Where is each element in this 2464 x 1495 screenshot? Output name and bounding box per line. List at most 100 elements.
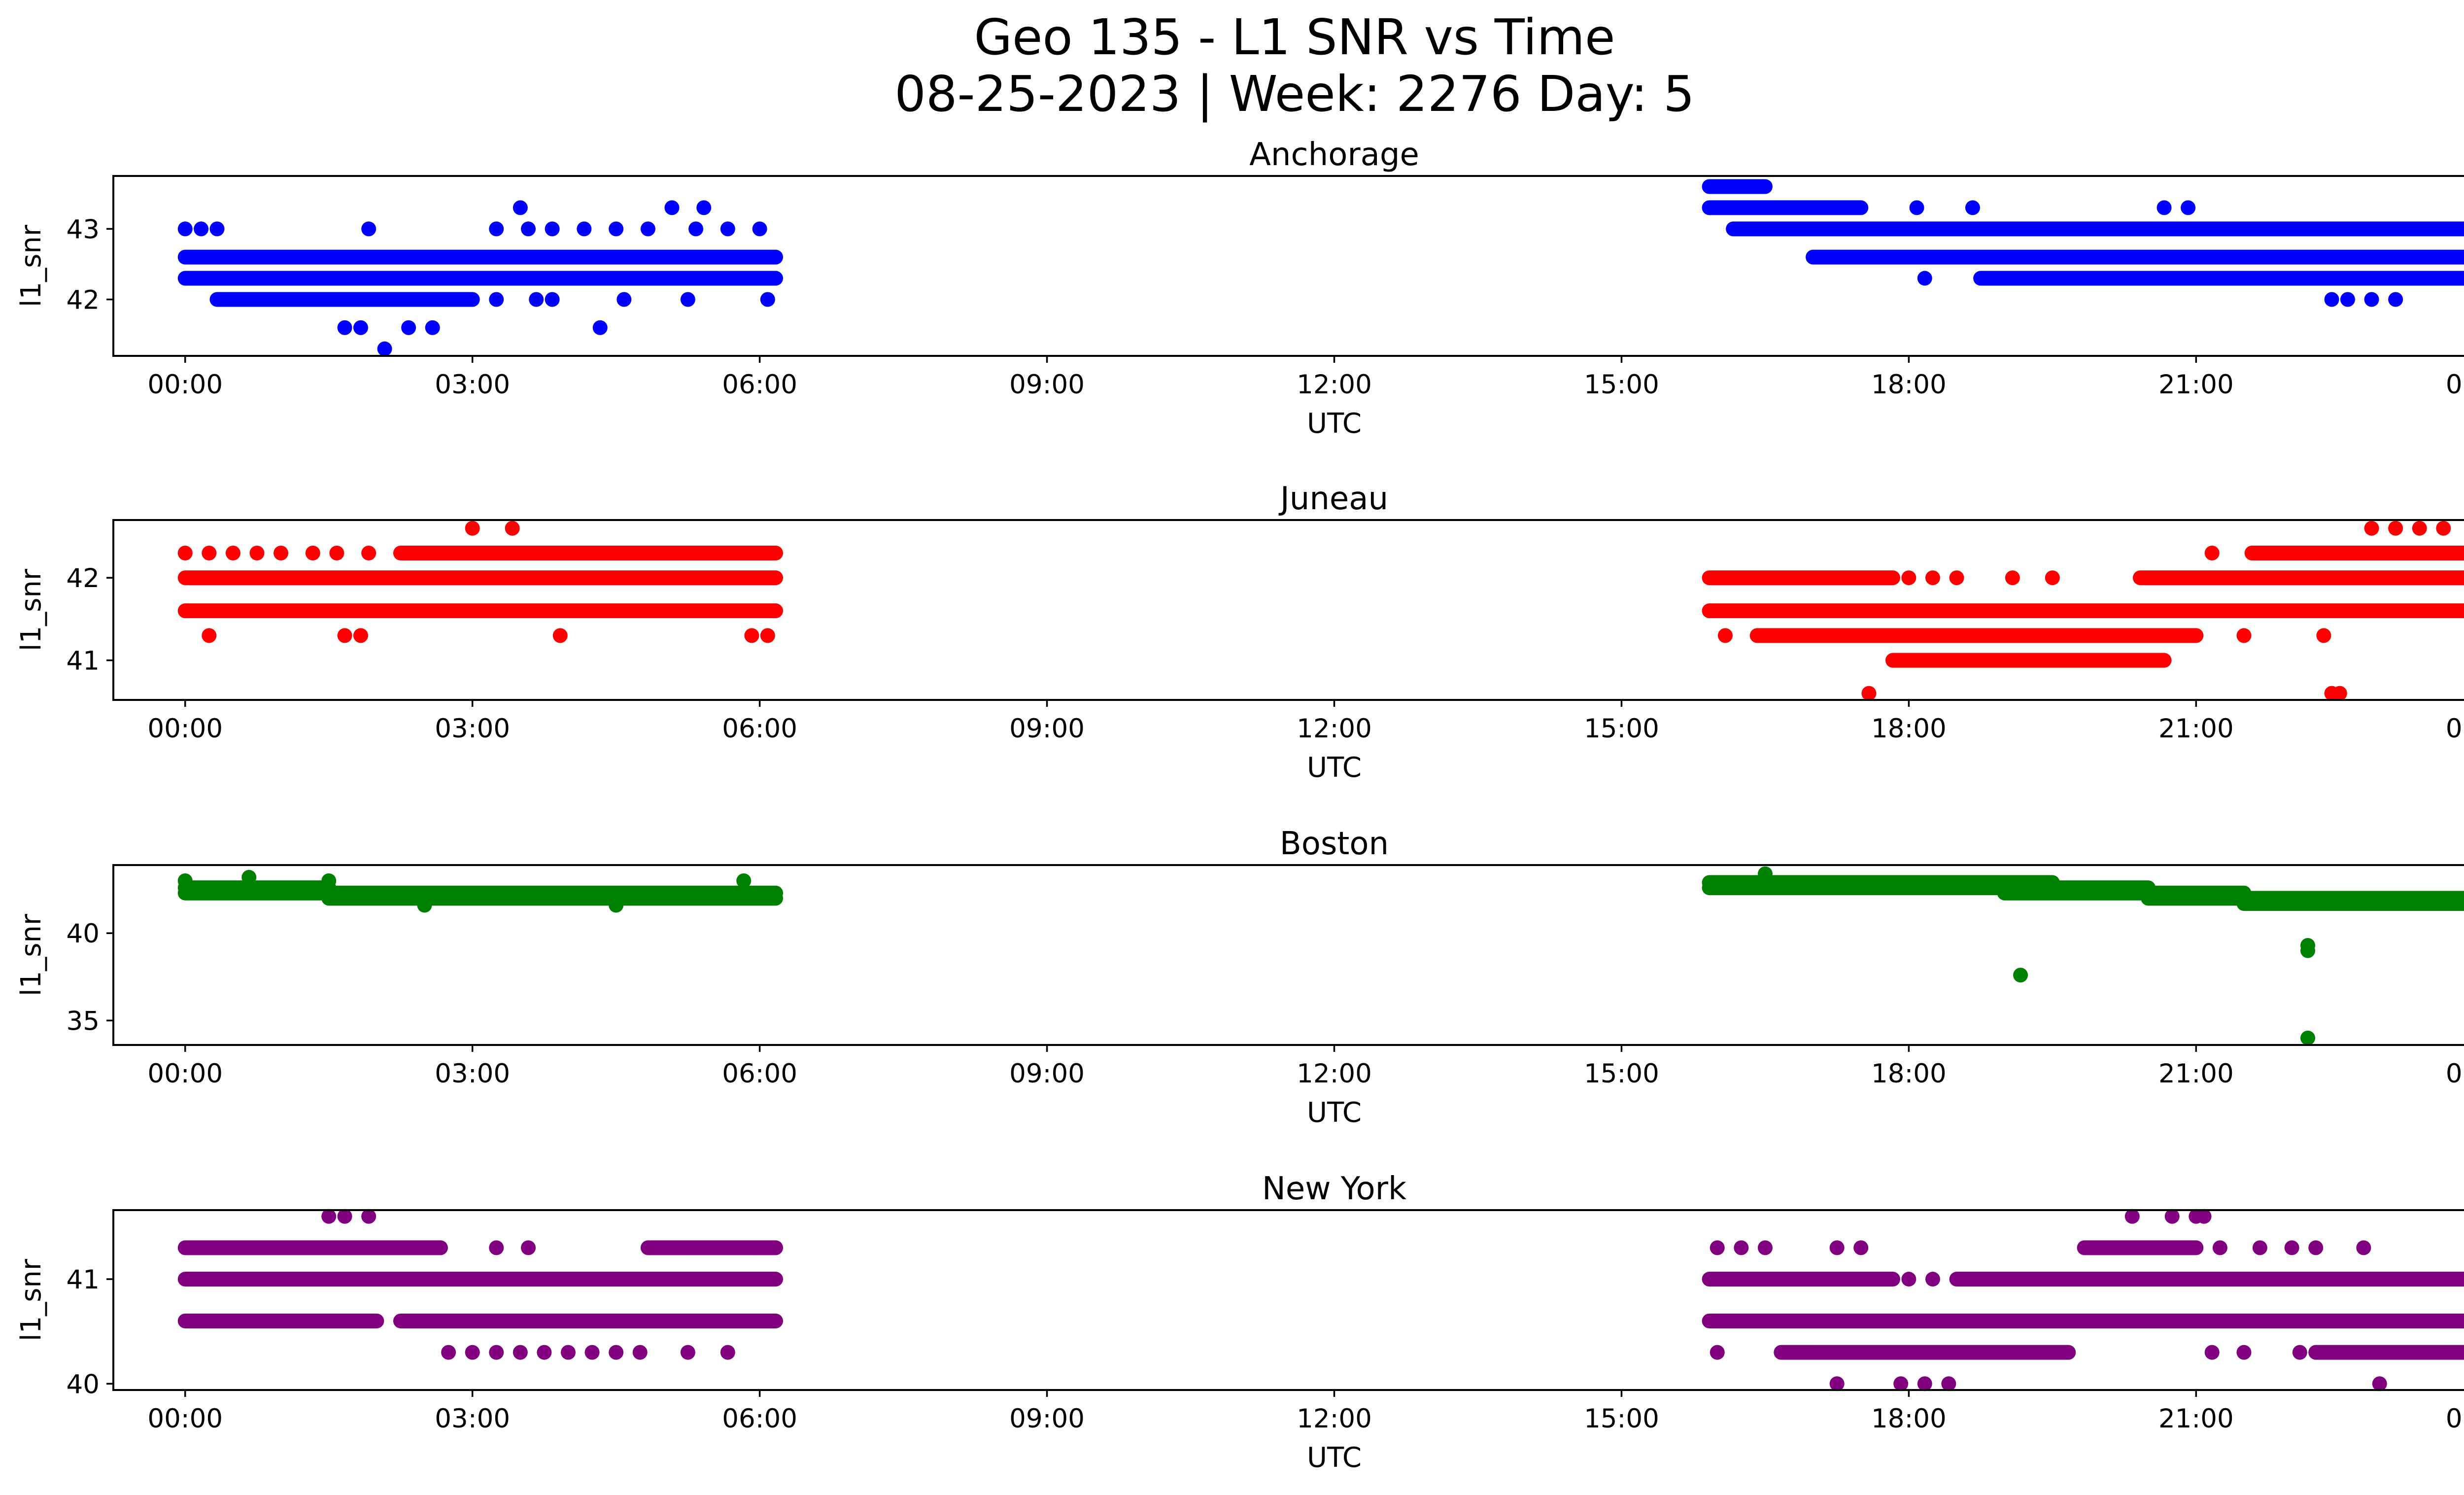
data-point bbox=[2212, 1240, 2227, 1255]
data-point bbox=[521, 1240, 536, 1255]
data-point bbox=[225, 545, 240, 560]
x-axis-label: UTC bbox=[1307, 408, 1362, 440]
data-point bbox=[545, 221, 560, 237]
data-point bbox=[616, 292, 632, 307]
data-points bbox=[177, 179, 2464, 356]
data-point bbox=[361, 545, 376, 560]
data-point bbox=[1734, 1240, 1749, 1255]
y-axis-label: l1_snr bbox=[15, 568, 47, 651]
data-point bbox=[441, 1345, 456, 1360]
data-point bbox=[592, 320, 608, 335]
data-point bbox=[752, 221, 767, 237]
data-point bbox=[1917, 1376, 1932, 1391]
data-point bbox=[305, 545, 320, 560]
data-point bbox=[2300, 1030, 2316, 1045]
x-axis-label: UTC bbox=[1307, 1097, 1362, 1129]
data-point bbox=[2005, 570, 2020, 586]
data-point bbox=[249, 545, 265, 560]
y-tick-label: 41 bbox=[67, 646, 100, 676]
panel-title: Anchorage bbox=[1249, 137, 1419, 173]
x-tick-label: 00:00 bbox=[2446, 1404, 2464, 1434]
data-point bbox=[2045, 570, 2060, 586]
x-tick-label: 15:00 bbox=[1584, 1404, 1659, 1434]
data-point bbox=[521, 221, 536, 237]
data-point bbox=[1829, 1240, 1845, 1255]
data-point bbox=[2388, 521, 2403, 536]
x-axis-label: UTC bbox=[1307, 752, 1362, 784]
data-point bbox=[489, 292, 504, 307]
y-tick-label: 40 bbox=[67, 1369, 100, 1399]
data-point bbox=[337, 320, 352, 335]
data-point bbox=[2013, 968, 2028, 983]
data-point bbox=[2156, 200, 2172, 215]
data-point bbox=[2364, 292, 2379, 307]
y-axis-label: l1_snr bbox=[15, 224, 47, 307]
x-tick-label: 06:00 bbox=[722, 1404, 797, 1434]
data-point bbox=[274, 545, 289, 560]
data-point bbox=[1829, 1376, 1845, 1391]
data-point bbox=[2364, 521, 2379, 536]
data-point bbox=[2372, 1376, 2387, 1391]
data-point bbox=[401, 320, 416, 335]
x-tick-label: 15:00 bbox=[1584, 370, 1659, 400]
data-point bbox=[2324, 292, 2339, 307]
plot-frame bbox=[112, 175, 2464, 357]
data-point bbox=[1717, 628, 1733, 643]
data-point bbox=[1917, 271, 1932, 286]
data-point bbox=[2340, 292, 2355, 307]
data-point bbox=[2181, 200, 2196, 215]
x-tick-label: 09:00 bbox=[1009, 1404, 1085, 1434]
data-point bbox=[194, 221, 209, 237]
data-point bbox=[425, 320, 440, 335]
data-points bbox=[177, 521, 2464, 701]
data-point bbox=[1893, 1376, 1909, 1391]
x-tick-label: 12:00 bbox=[1297, 1404, 1372, 1434]
data-point bbox=[760, 292, 775, 307]
data-point bbox=[1901, 570, 1916, 586]
data-point bbox=[609, 898, 624, 913]
x-tick-label: 09:00 bbox=[1009, 714, 1085, 744]
data-point bbox=[1909, 200, 1924, 215]
data-point bbox=[609, 1345, 624, 1360]
data-point bbox=[577, 221, 592, 237]
data-point bbox=[696, 200, 712, 215]
x-tick-label: 21:00 bbox=[2158, 1404, 2234, 1434]
x-tick-label: 09:00 bbox=[1009, 370, 1085, 400]
data-point bbox=[177, 221, 193, 237]
data-point bbox=[680, 1345, 695, 1360]
data-point bbox=[1941, 1376, 1956, 1391]
x-tick-label: 03:00 bbox=[435, 1059, 510, 1089]
data-point bbox=[2292, 1345, 2307, 1360]
x-tick-label: 00:00 bbox=[2446, 714, 2464, 744]
data-point bbox=[688, 221, 704, 237]
data-point bbox=[632, 1345, 648, 1360]
data-point bbox=[2236, 1345, 2252, 1360]
y-tick-label: 35 bbox=[67, 1006, 100, 1036]
y-tick-label: 42 bbox=[67, 285, 100, 315]
data-point bbox=[489, 221, 504, 237]
x-tick-label: 03:00 bbox=[435, 714, 510, 744]
data-point bbox=[513, 200, 528, 215]
data-point bbox=[1710, 1345, 1725, 1360]
data-point bbox=[465, 1345, 480, 1360]
data-point bbox=[2356, 1240, 2371, 1255]
data-point bbox=[2308, 1240, 2324, 1255]
data-point bbox=[177, 873, 193, 888]
x-tick-label: 21:00 bbox=[2158, 370, 2234, 400]
x-tick-label: 12:00 bbox=[1297, 714, 1372, 744]
data-point bbox=[2164, 1209, 2180, 1224]
data-point bbox=[361, 1209, 376, 1224]
x-tick-label: 18:00 bbox=[1871, 714, 1947, 744]
x-tick-label: 00:00 bbox=[147, 370, 223, 400]
data-point bbox=[2196, 1209, 2212, 1224]
x-tick-label: 21:00 bbox=[2158, 1059, 2234, 1089]
data-point bbox=[353, 320, 368, 335]
x-tick-label: 21:00 bbox=[2158, 714, 2234, 744]
data-point bbox=[640, 221, 655, 237]
data-point bbox=[1925, 570, 1940, 586]
x-axis-label: UTC bbox=[1307, 1442, 1362, 1474]
data-point bbox=[329, 545, 344, 560]
chart-panel-3: Boston 00:00 03:00 06:00 09:00 12:00 15:00 18:0… bbox=[15, 826, 2464, 1129]
data-point bbox=[584, 1345, 600, 1360]
data-point bbox=[2388, 292, 2403, 307]
